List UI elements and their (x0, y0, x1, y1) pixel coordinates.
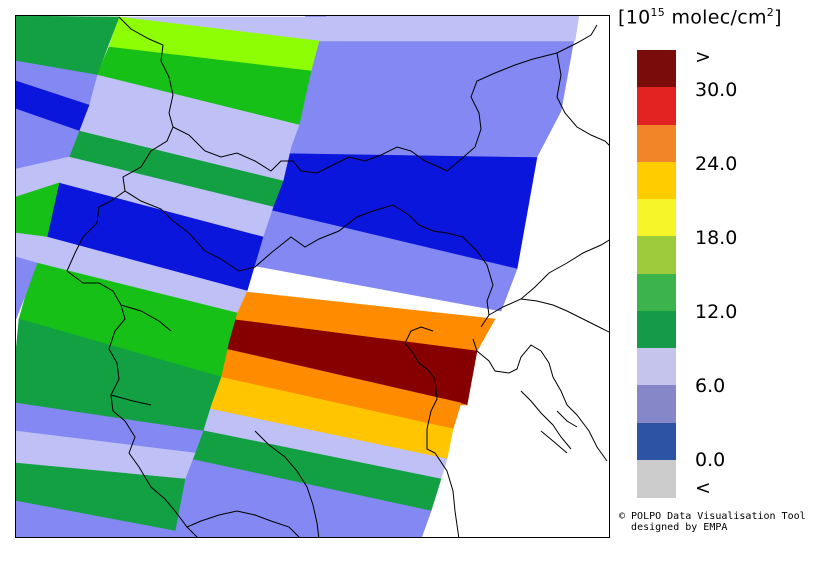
border-italy-central (254, 430, 320, 537)
border-switzerland-north (172, 126, 448, 174)
scale-swatch-0-3 (637, 422, 676, 461)
coastline-adriatic (404, 326, 460, 537)
scale-swatch-21-24 (637, 161, 676, 200)
scale-swatch-27-30 (637, 87, 676, 125)
scale-swatch-12-15 (637, 273, 676, 312)
swath-cell-light-lavender (318, 16, 580, 42)
scale-swatch-18-21 (637, 199, 676, 237)
legend-title-unit-exponent: 2 (766, 6, 775, 19)
scale-swatch-9-12 (637, 310, 676, 349)
scale-swatch-15-18 (637, 236, 676, 274)
scale-swatch-24-27 (637, 124, 676, 163)
border-austria-north (446, 24, 598, 172)
scale-label-24: 24.0 (695, 153, 738, 175)
swath-cell-medium-blue (16, 500, 176, 537)
scale-swatch-above (637, 50, 676, 88)
legend-title-open: [10 (618, 6, 651, 29)
scale-label-below: < (695, 477, 711, 499)
border-inner-west (110, 190, 174, 406)
coastline-islands (520, 390, 578, 454)
credit-text: © POLPO Data Visualisation Tool designed… (619, 511, 806, 533)
border-austria-hungary (556, 52, 609, 146)
swath-cell-medium-blue (16, 256, 38, 320)
legend-title-exponent: 15 (650, 6, 666, 19)
scale-label-0: 0.0 (695, 449, 726, 471)
credit-line-2: designed by EMPA (631, 522, 728, 533)
border-slovenia (488, 239, 609, 316)
map-canvas[interactable] (16, 16, 610, 538)
country-borders (66, 16, 609, 537)
scale-label-12: 12.0 (695, 301, 738, 323)
scale-swatch-6-9 (637, 348, 676, 386)
scale-swatch-3-6 (637, 385, 676, 423)
scale-label-18: 18.0 (695, 227, 738, 249)
legend-title: [1015 molec/cm2] (618, 6, 782, 28)
map-panel[interactable] (15, 15, 610, 538)
legend-title-unit: molec/cm (665, 6, 767, 29)
border-france-west (66, 16, 174, 272)
scale-label-6: 6.0 (695, 375, 726, 397)
swath-cell-medium-blue (278, 100, 562, 158)
coastline-istria (472, 338, 608, 462)
scale-label-30: 30.0 (695, 79, 738, 101)
credit-line-1: © POLPO Data Visualisation Tool (619, 511, 806, 522)
satellite-swaths (16, 16, 580, 537)
scale-swatch-below (637, 459, 676, 498)
border-south-coast (186, 510, 300, 537)
border-alps-south (172, 204, 494, 328)
border-croatia (520, 298, 609, 333)
legend-title-close: ] (774, 6, 782, 29)
scale-label-above: > (695, 46, 711, 68)
color-scale-bar (637, 50, 676, 498)
